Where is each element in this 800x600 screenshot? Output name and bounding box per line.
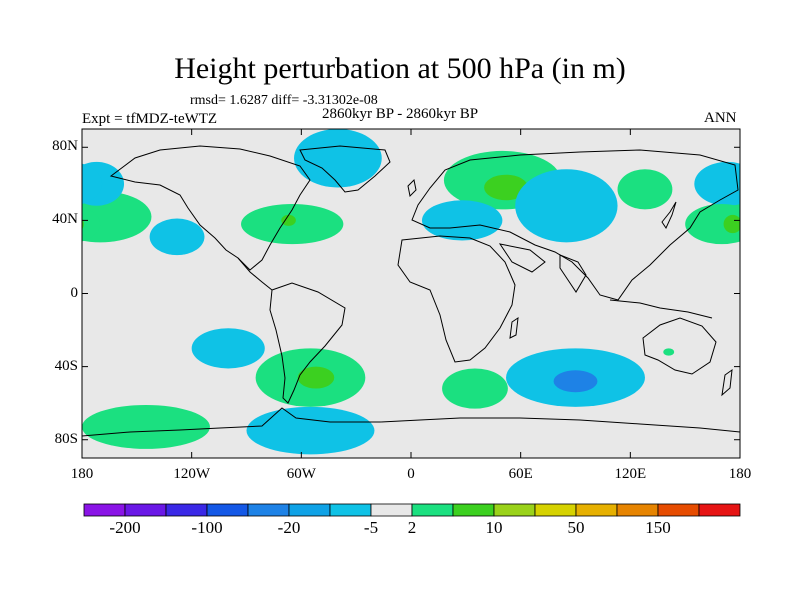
anomaly-region-europe-negative	[421, 200, 503, 241]
colorbar-box	[616, 503, 659, 517]
lon-tick-label: 120E	[614, 466, 647, 482]
anomaly-region-ne-pacific-negative	[149, 218, 205, 256]
season-label: ANN	[704, 110, 737, 126]
colorbar-box	[247, 503, 290, 517]
lon-tick-label: 60E	[508, 466, 533, 482]
lon-tick-label: 120W	[173, 466, 210, 482]
colorbar-label: -5	[363, 518, 379, 537]
colorbar-box	[534, 503, 577, 517]
colorbar-box	[657, 503, 700, 517]
anomaly-region-ne-asia-positive	[617, 169, 673, 210]
anomaly-region-siberia-negative	[515, 169, 618, 243]
colorbar-box	[83, 503, 126, 517]
lat-tick-label: 0	[70, 284, 79, 301]
coastline-north-america	[109, 145, 311, 271]
coastline-south-america	[269, 282, 346, 404]
anomaly-region-nw-pacific-negative	[694, 161, 740, 206]
lat-tick-label: 80N	[52, 138, 78, 155]
colorbar-box	[452, 503, 495, 517]
colorbar-box	[288, 503, 331, 517]
colorbar-box	[329, 503, 372, 517]
coastline-eurasia	[411, 149, 739, 301]
colorbar-box	[370, 503, 413, 517]
anomaly-region-w-pacific-positive	[685, 203, 740, 245]
colorbar-box	[698, 503, 741, 517]
colorbar-label: 10	[485, 518, 503, 537]
coastline-australia	[642, 317, 717, 375]
coastline-indonesia	[609, 299, 713, 319]
colorbar-label: 150	[645, 518, 671, 537]
coastline-new-zealand	[721, 368, 733, 397]
figure-title: Height perturbation at 500 hPa (in m)	[174, 52, 626, 85]
colorbar-box	[493, 503, 536, 517]
lat-tick-label: 40S	[54, 357, 78, 374]
coastline-madagascar	[509, 316, 519, 339]
coastline-arabia	[498, 243, 546, 273]
experiment-label: Expt = tfMDZ-teWTZ	[82, 111, 218, 127]
coastline-british-isles	[407, 178, 417, 198]
coastlines	[82, 145, 740, 437]
lon-tick-label: 0	[407, 466, 415, 482]
colorbar	[83, 503, 741, 517]
lon-tick-label: 180	[70, 466, 94, 482]
lat-tick-label: 40N	[52, 211, 78, 228]
anomaly-region-n-america-positive-core	[281, 214, 296, 226]
colorbar-label: -200	[109, 518, 141, 537]
coastline-africa	[397, 235, 516, 363]
colorbar-label: -100	[191, 518, 223, 537]
coastline-japan	[661, 201, 677, 230]
lon-tick-label: 180	[728, 466, 752, 482]
anomaly-region-nw-pacific-negative-wrap	[82, 163, 103, 205]
colorbar-box	[165, 503, 208, 517]
coastline-antarctica	[82, 407, 740, 437]
colorbar-label: 2	[407, 518, 417, 537]
anomaly-region-s-indian-negative-core	[553, 370, 598, 393]
colorbar-label: 50	[567, 518, 585, 537]
anomaly-region-se-pacific-negative	[191, 328, 265, 369]
coastline-india	[559, 254, 587, 293]
anomaly-region-s-pacific-positive	[82, 404, 210, 449]
anomaly-region-antarctic-negative	[246, 406, 375, 455]
anomaly-region-w-pacific-positive-wrap	[82, 206, 101, 242]
anomaly-region-greenland-negative	[294, 129, 382, 188]
colorbar-box	[206, 503, 249, 517]
colorbar-box	[575, 503, 618, 517]
lat-tick-label: 80S	[54, 430, 78, 447]
axis-ticks	[81, 129, 741, 458]
coastline-greenland	[299, 145, 391, 193]
colorbar-box	[124, 503, 167, 517]
period-text: 2860kyr BP - 2860kyr BP	[322, 106, 479, 122]
lon-tick-label: 60W	[286, 466, 316, 482]
anomaly-region-australia-positive-small	[663, 348, 675, 356]
anomaly-region-s-atlantic-positive-core	[297, 366, 335, 389]
anomaly-region-scandinavia-positive-core	[484, 174, 528, 201]
anomaly-region-w-pacific-positive-core	[723, 214, 740, 234]
anomaly-region-s-indian-positive	[442, 368, 508, 409]
coastline-central-america	[237, 257, 273, 291]
stats-text: rmsd= 1.6287 diff= -3.31302e-08	[190, 93, 378, 108]
anomaly-regions	[82, 129, 740, 455]
colorbar-box	[411, 503, 454, 517]
colorbar-label: -20	[277, 518, 301, 537]
